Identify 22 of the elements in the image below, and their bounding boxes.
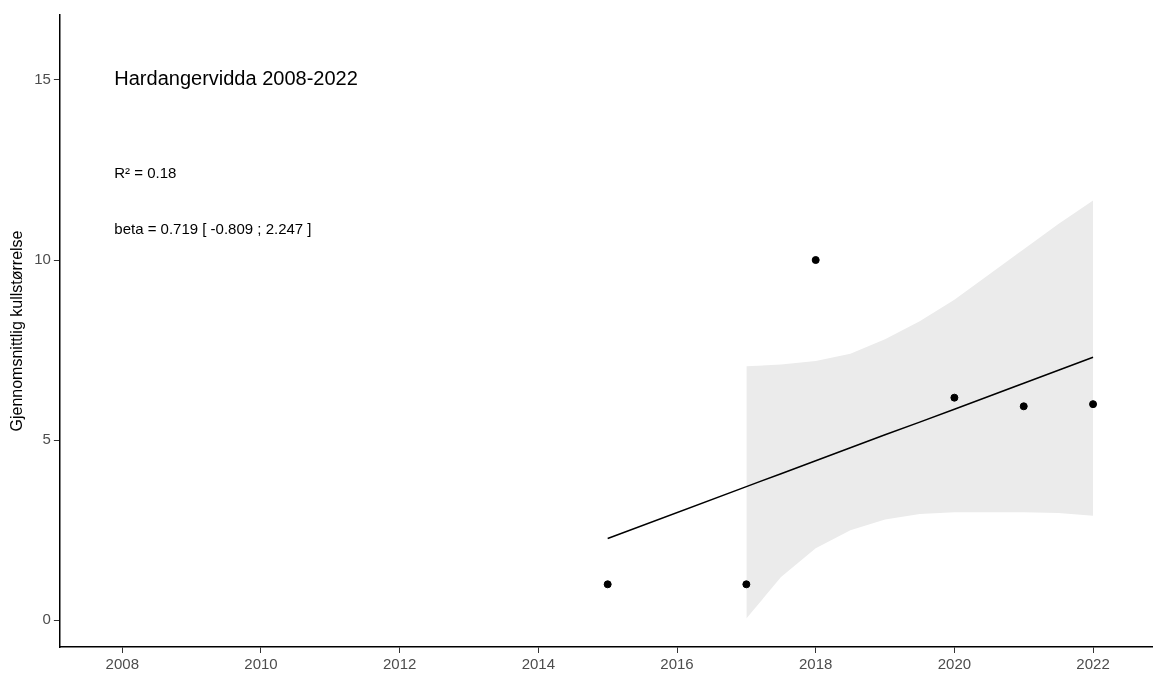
point bbox=[603, 580, 612, 589]
x-tick-label: 2022 bbox=[1076, 655, 1110, 673]
x-tick-label: 2008 bbox=[105, 655, 139, 673]
y-axis-title: Gjennomsnittlig kullstørrelse bbox=[8, 230, 26, 432]
y-tick-label: 0 bbox=[42, 610, 51, 628]
x-tick-label: 2014 bbox=[521, 655, 556, 673]
point bbox=[950, 393, 959, 402]
x-tick-label: 2012 bbox=[382, 655, 417, 673]
x-tick-label: 2010 bbox=[244, 655, 278, 673]
point bbox=[811, 256, 820, 265]
annotation: beta = 0.719 [ -0.809 ; 2.247 ] bbox=[114, 220, 312, 237]
point bbox=[742, 580, 751, 589]
y-tick-label: 10 bbox=[34, 250, 51, 268]
x-tick-label: 2018 bbox=[799, 655, 833, 673]
annotation: R² = 0.18 bbox=[114, 164, 177, 181]
text: Hardangervidda 2008-2022 bbox=[114, 67, 358, 90]
point bbox=[1089, 400, 1098, 409]
x-tick-label: 2016 bbox=[660, 655, 694, 673]
x-tick-label: 2020 bbox=[937, 655, 972, 673]
point bbox=[1019, 402, 1028, 411]
y-tick-label: 5 bbox=[42, 430, 51, 448]
y-tick-label: 15 bbox=[34, 70, 51, 87]
